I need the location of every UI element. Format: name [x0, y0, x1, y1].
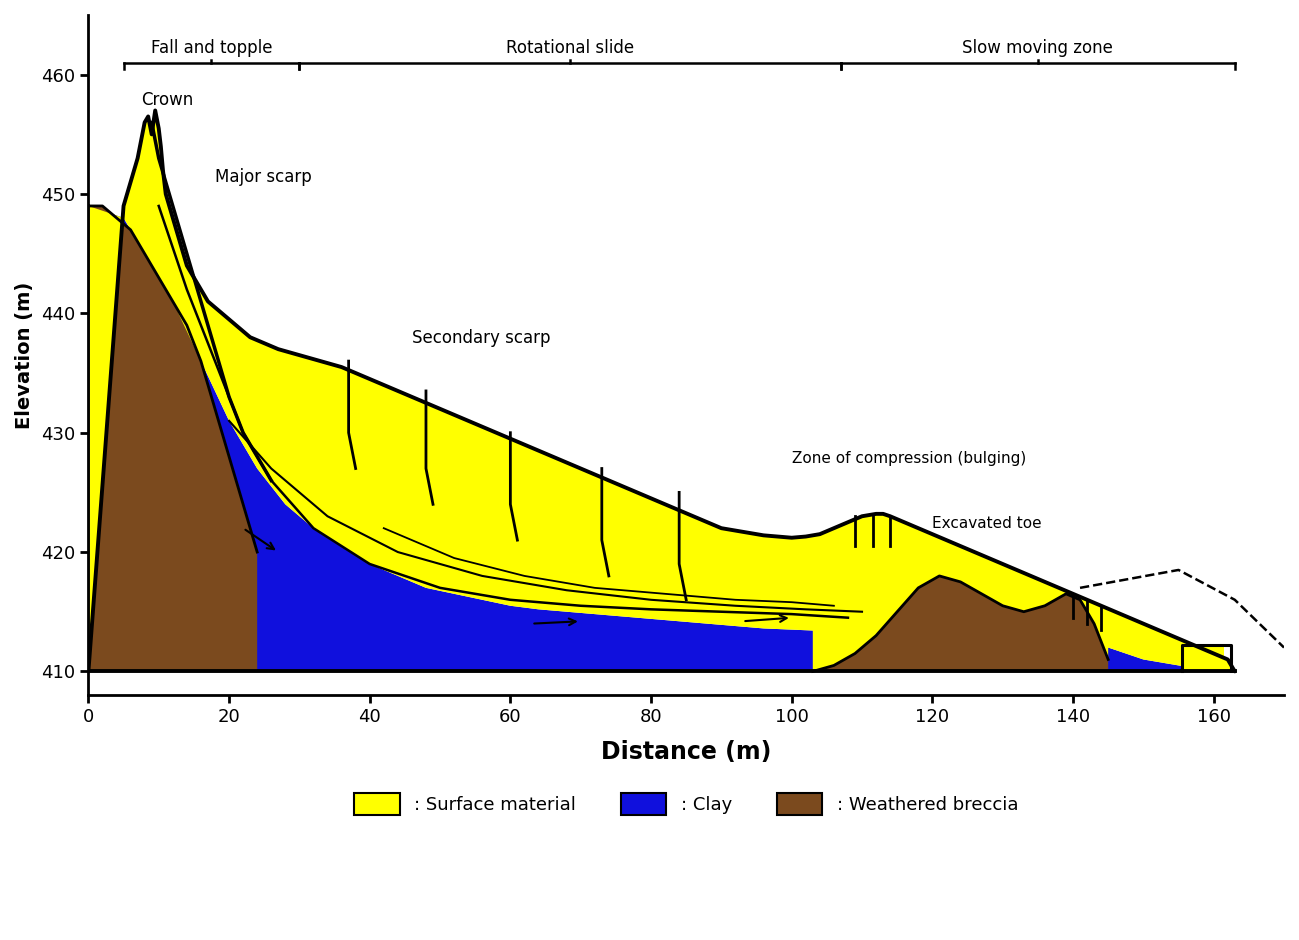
- Legend: : Surface material, : Clay, : Weathered breccia: : Surface material, : Clay, : Weathered …: [347, 786, 1025, 822]
- X-axis label: Distance (m): Distance (m): [601, 741, 772, 764]
- Polygon shape: [813, 514, 1108, 671]
- Polygon shape: [1182, 645, 1231, 671]
- Polygon shape: [88, 111, 1235, 671]
- Text: Excavated toe: Excavated toe: [933, 516, 1042, 531]
- Text: Crown: Crown: [142, 90, 194, 108]
- Polygon shape: [813, 576, 1108, 671]
- Text: Secondary scarp: Secondary scarp: [412, 329, 551, 347]
- Text: Rotational slide: Rotational slide: [507, 39, 634, 56]
- Y-axis label: Elevation (m): Elevation (m): [16, 281, 34, 429]
- Text: Zone of compression (bulging): Zone of compression (bulging): [791, 450, 1026, 465]
- Text: Slow moving zone: Slow moving zone: [963, 39, 1113, 56]
- Polygon shape: [88, 206, 1235, 671]
- Polygon shape: [88, 206, 257, 671]
- Text: Fall and topple: Fall and topple: [151, 39, 273, 56]
- Text: Major scarp: Major scarp: [214, 168, 312, 186]
